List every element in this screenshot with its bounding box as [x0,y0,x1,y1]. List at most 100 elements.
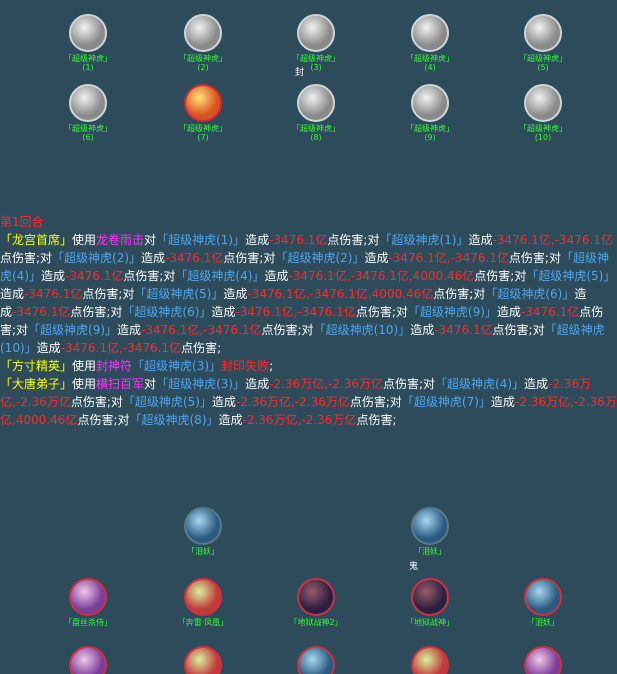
log-segment: 造成 [245,233,270,247]
log-segment: 点伤害;对 [349,395,402,409]
enemy-label: 「超级神虎」 (10) [498,124,588,142]
log-segment: 造成 [141,251,166,265]
ally-name: 「奔雷·凤凰」 [177,618,229,627]
enemy-index: (5) [537,63,549,72]
log-segment: 造成 [264,269,289,283]
enemy-icon[interactable] [524,14,562,52]
log-segment: 「超级神虎(5)」 [134,287,224,301]
enemy-icon[interactable] [524,84,562,122]
enemy-icon[interactable] [297,84,335,122]
log-segment: -3476.1亿 [65,269,124,283]
enemy-name: 「超级神虎」 [519,124,567,133]
log-segment: 造成 [211,395,236,409]
log-segment: 使用 [72,377,97,391]
enemy-index: (8) [310,133,322,142]
log-segment: 「超级神虎(5)」 [122,395,212,409]
enemy-label: 「超级神虎」 (8) [271,124,361,142]
log-segment: 「超级神虎(9)」 [28,323,118,337]
log-segment: 「超级神虎(2)」 [52,251,142,265]
log-segment: 点伤害;对 [261,323,314,337]
log-segment: 「超级神虎(9)」 [407,305,497,319]
enemy-name: 「超级神虎」 [179,54,227,63]
log-segment: 点伤害;对 [492,323,545,337]
enemy-label: 「超级神虎」 (3) [271,54,361,72]
ally-icon[interactable] [69,646,107,674]
log-entry: 「龙宫首席」使用龙卷雨击对「超级神虎(1)」造成-3476.1亿点伤害;对「超级… [0,231,617,357]
log-segment: 造成 [524,377,549,391]
enemy-label: 「超级神虎」 (2) [158,54,248,72]
log-segment: 造成 [468,233,493,247]
battle-log: 第1回合 「龙宫首席」使用龙卷雨击对「超级神虎(1)」造成-3476.1亿点伤害… [0,213,617,429]
log-segment: -3476.1亿,-3476.1亿,4000.46亿 [288,269,475,283]
enemy-name: 「超级神虎」 [406,54,454,63]
log-segment: 点伤害;对 [508,251,561,265]
log-segment: 造成 [496,305,521,319]
log-segment: 「超级神虎(2)」 [275,251,365,265]
ally-icon[interactable] [184,507,222,545]
log-segment: 造成 [410,323,435,337]
log-segment: 「超级神虎(6)」 [485,287,575,301]
enemy-label: 「超级神虎」 (7) [158,124,248,142]
enemy-index: (10) [534,133,552,142]
log-segment: -2.36万亿,-2.36万亿 [269,377,383,391]
log-segment: 封印失败 [221,359,270,373]
log-segment: 点伤害;对 [383,377,436,391]
log-segment: -2.36万亿,-2.36万亿 [235,395,350,409]
enemy-icon[interactable] [69,84,107,122]
enemy-name: 「超级神虎」 [292,54,340,63]
log-segment: 「超级神虎(10)」 [0,323,605,355]
enemy-label: 「超级神虎」 (5) [498,54,588,72]
enemy-icon[interactable] [411,84,449,122]
ally-icon[interactable] [297,646,335,674]
log-segment: -3476.1亿,-3476.1亿 [388,251,509,265]
log-segment: 「超级神虎(10)」 [313,323,411,337]
enemy-icon[interactable] [297,14,335,52]
log-segment: 点伤害;对 [70,395,123,409]
log-segment: -3476.1亿 [12,305,71,319]
enemy-icon[interactable] [184,14,222,52]
log-segment: -2.36万亿,-2.36万亿,4000.46亿 [0,395,617,427]
log-segment: 点伤害;对 [77,413,130,427]
log-segment: 造成 [41,269,66,283]
ally-icon[interactable] [411,646,449,674]
log-segment: -3476.1亿,-3476.1亿,4000.46亿 [247,287,434,301]
ally-icon[interactable] [184,646,222,674]
ally-icon[interactable] [69,578,107,616]
log-segment: -3476.1亿 [165,251,224,265]
log-segment: 造成 [245,377,270,391]
log-segment: 点伤害;对 [82,287,135,301]
enemy-label: 「超级神虎」 (6) [43,124,133,142]
log-segment: 造成 [36,341,61,355]
ally-name: 「地狱战神」 [406,618,454,627]
enemy-label: 「超级神虎」 (4) [385,54,475,72]
ally-icon[interactable] [184,578,222,616]
enemy-icon[interactable] [69,14,107,52]
round-title: 第1回合 [0,213,617,231]
log-segment: 造成 [0,287,587,319]
log-segment: 点伤害;对 [70,305,123,319]
enemy-index: (1) [82,63,94,72]
ally-icon[interactable] [524,646,562,674]
log-segment: 「超级神虎(6)」 [122,305,212,319]
log-segment: 「超级神虎(8)」 [129,413,219,427]
log-segment: 对 [144,377,157,391]
ally-icon[interactable] [411,507,449,545]
log-segment: -3476.1亿 [520,305,580,319]
ally-icon[interactable] [297,578,335,616]
log-segment: -3476.1亿 [24,287,83,301]
ally-name: 「泪妖」 [527,618,559,627]
log-segment: -3476.1亿 [269,233,328,247]
ally-icon[interactable] [524,578,562,616]
log-segment: 造成 [0,287,25,301]
ally-icon[interactable] [411,578,449,616]
enemy-index: (4) [424,63,436,72]
enemy-icon[interactable] [184,84,222,122]
enemy-name: 「超级神虎」 [64,54,112,63]
log-segment: 「超级神虎(1)」 [379,233,469,247]
log-segment: 「方寸精英」 [0,359,73,373]
log-segment: 点伤害; [356,413,397,427]
enemy-name: 「超级神虎」 [292,124,340,133]
enemy-index: (3) [310,63,322,72]
enemy-icon[interactable] [411,14,449,52]
